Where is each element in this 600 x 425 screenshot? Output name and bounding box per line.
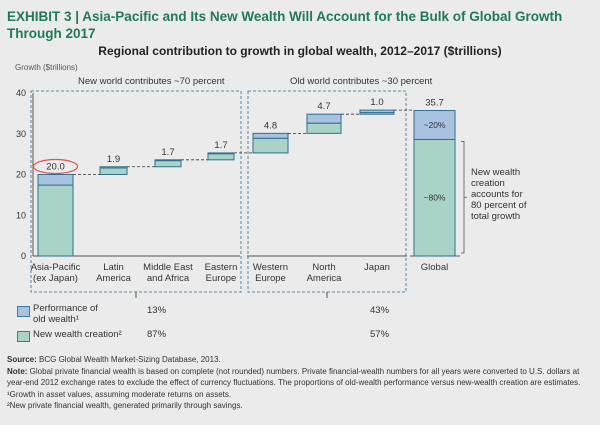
category-label: and Africa — [147, 273, 190, 284]
category-label: Asia-Pacific — [31, 262, 81, 273]
y-tick-label: 30 — [16, 129, 26, 139]
footnote-2: ²New private financial wealth, generated… — [7, 401, 243, 410]
old-world-old-share: 43% — [370, 305, 390, 316]
legend-swatch-old — [17, 306, 30, 317]
category-label: Middle East — [143, 262, 193, 273]
highlight-circle — [32, 158, 79, 175]
annotation-bracket — [461, 141, 467, 254]
source-note: Source: BCG Global Wealth Market-Sizing … — [7, 355, 221, 364]
chart-subtitle: Regional contribution to growth in globa… — [98, 44, 502, 58]
global-old-share-label: ~20% — [424, 120, 446, 130]
category-label: Eastern — [205, 262, 238, 273]
category-label: Europe — [206, 273, 237, 284]
category-label: (ex Japan) — [33, 273, 78, 284]
new-world-new-share: 87% — [147, 329, 167, 340]
annotation-text: New wealth — [471, 167, 520, 178]
legend-swatch-new — [17, 331, 30, 342]
old-world-new-share: 57% — [370, 329, 390, 340]
bar-new-wealth — [306, 122, 342, 134]
bar-old-wealth — [37, 174, 74, 186]
y-tick-label: 20 — [16, 170, 26, 180]
bar-old-wealth — [306, 113, 342, 124]
footnotes: Source: BCG Global Wealth Market-Sizing … — [7, 354, 597, 412]
annotation-text: 80 percent of — [471, 200, 527, 211]
data-label: 1.7 — [214, 140, 227, 151]
bar-old-wealth — [413, 110, 456, 140]
bar-old-wealth — [359, 109, 395, 114]
group-label-old-world: Old world contributes ~30 percent — [290, 76, 433, 87]
category-label: North — [312, 262, 335, 273]
bar-old-wealth — [207, 152, 235, 155]
data-label: 1.0 — [370, 97, 383, 108]
bar-new-wealth — [413, 138, 456, 257]
data-label: 1.9 — [107, 154, 120, 165]
category-label: Latin — [103, 262, 124, 273]
legend-new-wealth: New wealth creation² — [33, 329, 122, 340]
bar-old-wealth — [154, 159, 182, 162]
bar-new-wealth — [252, 137, 289, 154]
category-label: Europe — [255, 273, 286, 284]
legend-old-wealth: Performance of old wealth¹ — [33, 303, 98, 325]
y-tick-label: 40 — [16, 88, 26, 98]
bar-old-wealth — [252, 132, 289, 139]
bar-new-wealth — [99, 167, 128, 175]
exhibit-title: EXHIBIT 3 | Asia-Pacific and Its New Wea… — [7, 9, 563, 41]
category-label: Western — [253, 262, 288, 273]
annotation-text: creation — [471, 178, 505, 189]
global-new-share-label: ~80% — [424, 193, 446, 203]
y-axis-label: Growth ($trillions) — [15, 63, 78, 72]
general-note: Note: Global private financial wealth is… — [7, 366, 581, 388]
data-label: 35.7 — [425, 98, 444, 109]
new-world-old-share: 13% — [147, 305, 167, 316]
bar-new-wealth — [207, 153, 235, 161]
bar-new-wealth — [37, 184, 74, 257]
footnote-1: ¹Growth in asset values, assuming modera… — [7, 389, 232, 399]
annotation-text: accounts for — [471, 189, 523, 200]
group-label-new-world: New world contributes ~70 percent — [78, 76, 225, 87]
annotation-text: total growth — [471, 211, 520, 222]
y-tick-label: 10 — [16, 210, 26, 220]
category-label: Global — [421, 262, 448, 273]
data-label: 4.7 — [317, 101, 330, 112]
data-label: 4.8 — [264, 120, 277, 131]
y-tick-label: 0 — [21, 251, 26, 261]
bar-new-wealth — [154, 160, 182, 168]
category-label: America — [96, 273, 132, 284]
category-label: Japan — [364, 262, 390, 273]
category-label: America — [307, 273, 343, 284]
data-label: 20.0 — [46, 162, 65, 173]
data-label: 1.7 — [161, 147, 174, 158]
bar-old-wealth — [99, 166, 128, 169]
